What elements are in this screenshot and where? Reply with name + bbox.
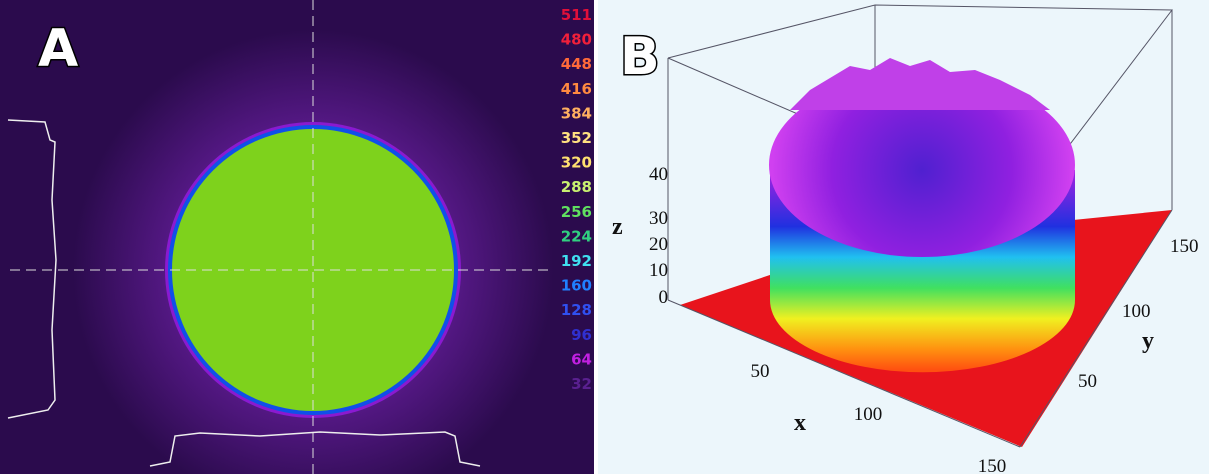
- scale-label: 160: [561, 277, 592, 295]
- scale-label: 480: [561, 31, 592, 49]
- scale-label: 320: [561, 154, 592, 172]
- ticks: 0 10 20 30 40 50 100 150 50 100 150: [649, 164, 1199, 474]
- x-tick-label: 100: [854, 404, 883, 425]
- scale-label: 256: [561, 203, 592, 221]
- scale-label: 128: [561, 301, 592, 319]
- box: [667, 299, 1021, 448]
- scale-label: 384: [561, 104, 592, 122]
- axis-label: x: [794, 410, 806, 436]
- y-tick-label: 100: [1122, 301, 1151, 322]
- profile: [7, 119, 57, 419]
- panel-label: B: [620, 27, 660, 87]
- scale-label: 224: [561, 227, 592, 245]
- scale-label: 32: [571, 375, 592, 393]
- y-tick-label: 50: [1078, 371, 1097, 392]
- panel-b: B z x y 0 10 20 30 40 50 100 150 50 100 150: [598, 0, 1209, 474]
- z-tick-label: 10: [649, 260, 668, 281]
- cylinder-edge: [790, 58, 1050, 110]
- scale-label: 448: [561, 55, 592, 73]
- panel-a: A 511 480 448 416 384 352 320 288 256 224 192 160 12…: [0, 0, 594, 474]
- scale-label: 352: [561, 129, 592, 147]
- beam-disk: [172, 129, 454, 411]
- scale-label: 64: [571, 350, 592, 368]
- axis-label: z: [612, 214, 623, 240]
- z-tick-label: 30: [649, 208, 668, 229]
- y-tick-label: 150: [1170, 236, 1199, 257]
- scale-label: 192: [561, 252, 592, 270]
- x-tick-label: 150: [978, 456, 1007, 474]
- z-tick-label: 0: [659, 287, 669, 308]
- z-tick-label: 20: [649, 234, 668, 255]
- scale-label: 511: [561, 6, 592, 24]
- z-tick-label: 40: [649, 164, 668, 185]
- scale-label: 416: [561, 80, 592, 98]
- panel-label: A: [38, 19, 78, 79]
- x-tick-label: 50: [751, 361, 770, 382]
- scale-label: 96: [571, 326, 592, 344]
- box: [1019, 209, 1173, 448]
- profile: [149, 431, 481, 467]
- scale-label: 288: [561, 178, 592, 196]
- cylinder-top: [769, 73, 1075, 257]
- axis-label: y: [1142, 328, 1154, 354]
- color-scale: 511 480 448 416 384 352 320 288 256 224 192 160 128 9…: [561, 6, 592, 393]
